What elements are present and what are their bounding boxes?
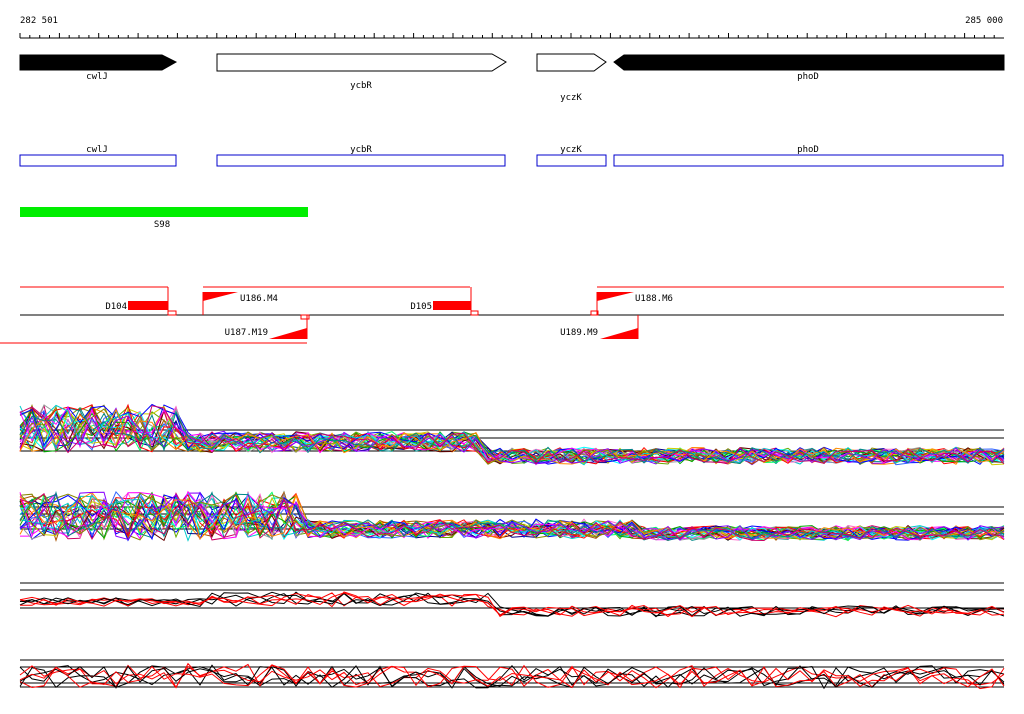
gene-box-ycbR[interactable] [216,154,506,167]
gene-arrow-ycbR-shape[interactable] [216,53,507,72]
expression-panels [19,403,1005,690]
expression-profile [19,591,1005,618]
expression-profile [19,663,1005,690]
gene-arrow-phoD[interactable]: phoD [613,54,1005,82]
expression-profile [19,592,1005,617]
ruler-start-label: 282 501 [20,16,58,26]
expression-profile [19,665,1005,689]
gene-box-ycbR-label: ycbR [350,145,372,155]
gene-arrow-cwlJ-label: cwlJ [86,72,108,82]
expression-profile [19,492,1005,542]
expression-panel-2 [19,490,1005,542]
gene-arrow-ycbR-label: ycbR [350,81,372,91]
feature-U187.M19-tick [300,314,310,320]
gene-box-cwlJ-label: cwlJ [86,145,108,155]
gene-arrow-yczK-label: yczK [560,93,582,103]
gene-arrow-ycbR[interactable]: ycbR [216,53,507,91]
feature-U187.M19-flag[interactable] [269,328,307,339]
segment-track: S98 [20,207,308,230]
feature-U189.M9[interactable]: U189.M9 [560,315,639,339]
feature-U188.M6[interactable]: U188.M6 [590,292,673,316]
feature-track: D104 U186.M4 D105 U188.M6 U187.M19 [0,286,1004,344]
expression-profile [19,664,1005,689]
gene-box-phoD[interactable] [613,154,1004,167]
gene-arrows-track: cwlJ ycbR yczK phoD [19,53,1005,103]
expression-profile [20,592,1005,618]
gene-boxes-track: cwlJ ycbR yczK phoD [19,145,1004,167]
feature-U189.M9-flag[interactable] [600,328,638,339]
gene-arrow-cwlJ-shape[interactable] [19,54,178,71]
feature-U186.M4-flag[interactable] [203,292,238,301]
feature-U188.M6-flag[interactable] [597,292,634,301]
expression-profile [19,490,1005,541]
expression-profile [19,405,1005,465]
feature-D105[interactable]: D105 [410,287,479,316]
expression-profile [19,591,1005,617]
coordinate-ruler: 282 501 285 000 [19,16,1004,39]
feature-U186.M4[interactable]: U186.M4 [202,292,278,315]
feature-U187.M19-label: U187.M19 [225,328,268,338]
expression-panel-4 [19,659,1005,690]
feature-U187.M19[interactable]: U187.M19 [225,314,310,339]
gene-box-phoD-label: phoD [797,145,819,155]
expression-profile [19,494,1005,542]
gene-box-cwlJ[interactable] [19,154,177,167]
feature-U189.M9-label: U189.M9 [560,328,598,338]
feature-D105-label: D105 [410,302,432,312]
expression-profile [19,591,1005,618]
feature-D104-tick [167,310,177,316]
segment-S98[interactable] [20,207,308,217]
feature-D104[interactable]: D104 [105,287,177,316]
ruler-end-label: 285 000 [965,16,1003,26]
expression-profile [19,665,1005,689]
gene-arrow-phoD-label: phoD [797,72,819,82]
feature-U188.M6-label: U188.M6 [635,294,673,304]
expression-profile [19,662,1005,689]
expression-profile [19,410,1005,464]
feature-D105-tick [470,310,479,316]
expression-profile [19,592,1005,618]
feature-D105-block[interactable] [433,301,471,310]
feature-D104-label: D104 [105,302,127,312]
feature-U186.M4-label: U186.M4 [240,294,278,304]
gene-arrow-yczK-shape[interactable] [536,53,607,72]
ruler-ticks [19,33,995,38]
expression-profile [19,406,1005,464]
expression-profile [19,406,1005,465]
expression-profile [19,415,1005,465]
gene-arrow-phoD-shape[interactable] [613,54,1005,71]
feature-U188.M6-tick [590,310,599,316]
gene-arrow-cwlJ[interactable]: cwlJ [19,54,178,82]
expression-panel-3 [19,582,1005,618]
segment-S98-label: S98 [154,220,170,230]
gene-box-yczK-label: yczK [560,145,582,155]
expression-panel-1 [19,403,1005,466]
feature-D104-block[interactable] [128,301,168,310]
gene-arrow-yczK[interactable]: yczK [536,53,607,103]
gene-box-yczK[interactable] [536,154,607,167]
